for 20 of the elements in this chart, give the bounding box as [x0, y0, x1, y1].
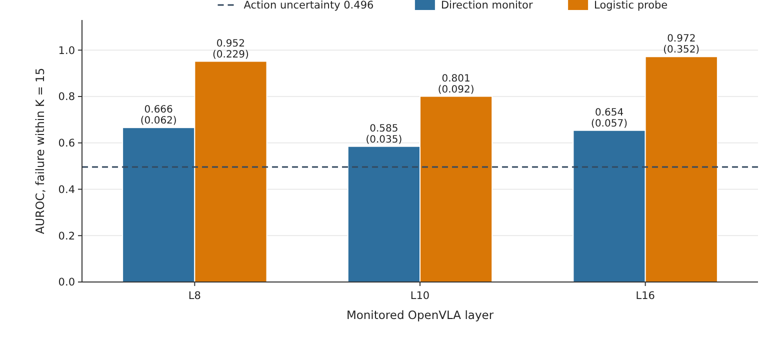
data-label: 0.666 (0.062)	[140, 104, 177, 127]
legend-label: Logistic probe	[594, 0, 668, 12]
legend-label: Direction monitor	[440, 0, 534, 12]
data-label: 0.801 (0.092)	[438, 73, 474, 96]
data-label: 0.585 (0.035)	[366, 123, 402, 146]
data-label: 0.972 (0.352)	[663, 34, 700, 56]
y-tick-label: 0.4	[58, 184, 76, 196]
data-label: 0.654 (0.057)	[591, 107, 628, 130]
x-tick-label: L16	[636, 290, 656, 302]
y-tick-label: 0.2	[58, 230, 75, 242]
legend-label: Action uncertainty 0.496	[244, 0, 374, 12]
x-tick-label: L10	[410, 290, 430, 302]
x-axis-title: Monitored OpenVLA layer	[346, 308, 494, 322]
y-tick-label: 1.0	[58, 44, 75, 57]
data-label: 0.952 (0.229)	[212, 38, 250, 60]
y-tick-label: 0.8	[58, 91, 75, 104]
y-axis-title: AUROC, failure within K = 15	[33, 68, 47, 234]
y-tick-label: 0.6	[58, 138, 76, 150]
x-tick-label: L8	[188, 290, 201, 302]
y-tick-label: 0.0	[58, 276, 75, 289]
